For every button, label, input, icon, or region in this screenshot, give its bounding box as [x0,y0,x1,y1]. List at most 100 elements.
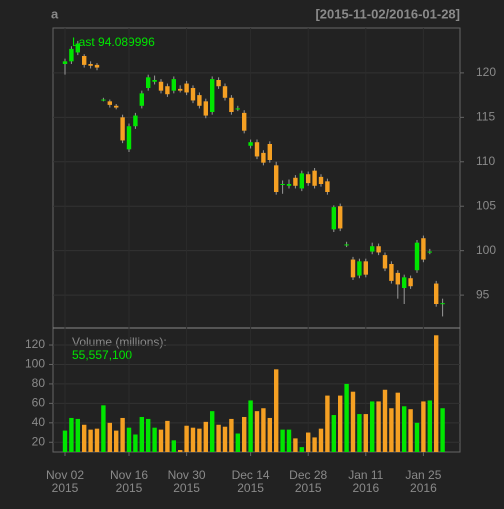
volume-bar [210,411,215,452]
candle-body [306,174,311,184]
candle-body [197,95,202,106]
candle-body [184,83,189,93]
candle-body [107,101,112,105]
volume-label: 55,557,100 [72,348,132,362]
volume-bar [376,401,381,452]
volume-bar [280,429,285,452]
x-tick-year: 2015 [237,481,264,495]
candle-body [395,272,400,285]
volume-bar [178,450,183,452]
candle-body [235,108,240,110]
volume-bar [382,389,388,452]
candle-body [357,261,362,276]
y2-tick-label: 60 [32,396,46,410]
candle-body [440,303,445,305]
candle-body [222,86,228,98]
candle-body [350,259,356,278]
candle-body [69,48,74,62]
candle-body [248,142,253,146]
candle-body [216,80,221,87]
x-tick-year: 2015 [295,481,322,495]
volume-bar [350,391,356,452]
volume-bar [357,414,362,452]
candle-body [62,61,68,64]
volume-bar [274,369,279,452]
candle-body [274,165,279,192]
candle-body [152,80,157,82]
volume-bar [261,408,266,452]
candle-body [158,81,164,91]
candle-body [210,79,215,112]
x-tick-label: Dec 28 [289,468,327,482]
candle-body [370,246,375,252]
volume-bar [101,405,106,452]
y-tick-label: 95 [476,287,490,301]
volume-bar [267,417,272,452]
candle-body [203,101,208,116]
volume-bar [248,400,253,452]
candle-body [114,105,119,108]
x-tick-label: Nov 16 [110,468,148,482]
candle-body [146,77,151,88]
candle-body [286,184,292,186]
candle-body [382,255,388,269]
x-tick-year: 2015 [52,481,79,495]
x-tick-year: 2016 [352,481,379,495]
volume-bar [120,417,125,452]
candle-body [120,117,125,141]
candle-body [318,176,324,184]
volume-bar [427,400,432,452]
y-tick-label: 115 [476,110,495,124]
volume-bar [216,424,221,452]
volume-bar [331,415,336,452]
candle-body [267,144,272,160]
volume-bar [62,430,68,452]
volume-bar [440,408,445,452]
volume-bar [114,430,119,452]
volume-bar [126,427,132,452]
x-tick-year: 2015 [116,481,143,495]
candle-body [165,86,170,95]
volume-bar [389,408,394,452]
candle-body [190,88,196,101]
y-tick-label: 100 [476,243,496,257]
candle-body [414,242,420,271]
volume-bar [190,427,196,452]
volume-bar [293,438,298,452]
candle-body [75,43,80,53]
candle-body [338,206,343,229]
volume-bar [421,401,426,452]
volume-bar [88,429,93,452]
volume-bar [344,383,349,452]
volume-bar [133,434,138,452]
volume-bar [94,428,100,452]
y-tick-label: 105 [476,198,496,212]
candle-body [82,56,87,65]
candle-body [254,142,260,157]
volume-bar [370,401,375,452]
candle-body [280,184,285,185]
candle-body [133,115,138,127]
candle-body [376,246,381,253]
last-label: Last 94.089996 [72,35,155,49]
candle-body [402,277,407,288]
volume-bar [254,411,260,452]
volume-bar [82,424,87,452]
candle-body [427,251,432,253]
candle-body [126,126,132,150]
volume-bar [229,418,234,452]
candle-body [312,170,317,186]
volume-bar [408,409,413,452]
volume-bar [402,406,407,452]
y2-tick-label: 80 [32,376,46,390]
y-tick-label: 120 [476,65,496,79]
candle-body [229,97,234,112]
volume-bar [146,418,151,452]
volume-title: Volume (millions): [72,335,167,349]
volume-bar [235,433,240,452]
volume-bar [69,417,74,452]
candle-body [434,283,439,304]
candle-body [325,181,330,192]
x-tick-label: Dec 14 [232,468,270,482]
volume-bar [75,418,80,452]
